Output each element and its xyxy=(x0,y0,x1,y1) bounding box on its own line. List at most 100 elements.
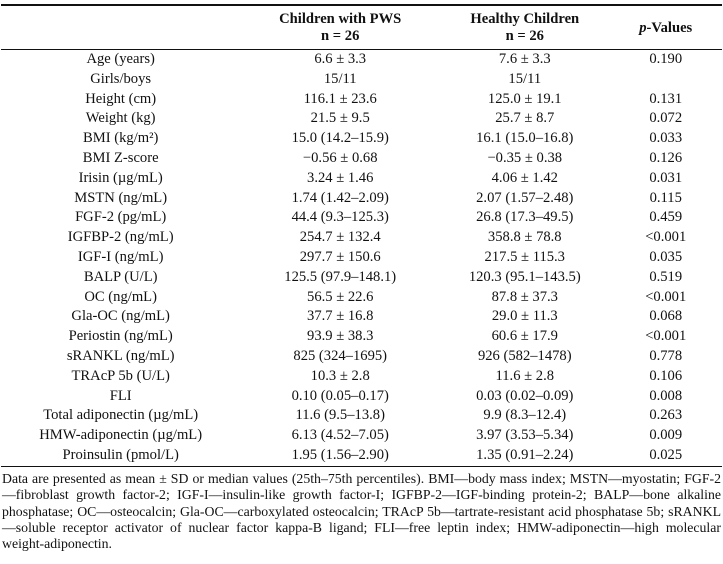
pws-value: 825 (324–1695) xyxy=(293,347,388,364)
header-row: Children with PWS n = 26 Healthy Childre… xyxy=(1,5,722,50)
pws-value: 10.3 ± 2.8 xyxy=(310,367,370,384)
table-row: Periostin (ng/mL) 93.9 ± 38.3 60.6 ± 17.… xyxy=(1,327,722,347)
table-row: HMW-adiponectin (µg/mL) 6.13 (4.52–7.05)… xyxy=(1,426,722,446)
healthy-value: 120.3 (95.1–143.5) xyxy=(468,268,581,285)
table-row: Gla-OC (ng/mL) 37.7 ± 16.8 29.0 ± 11.3 0… xyxy=(1,307,722,327)
pws-value: 6.6 ± 3.3 xyxy=(314,51,367,67)
row-label: OC (ng/mL) xyxy=(84,288,157,305)
healthy-value: 7.6 ± 3.3 xyxy=(498,51,551,67)
table-row: MSTN (ng/mL) 1.74 (1.42–2.09) 2.07 (1.57… xyxy=(1,189,722,209)
table-row: TRAcP 5b (U/L) 10.3 ± 2.8 11.6 ± 2.8 0.1… xyxy=(1,367,722,387)
pws-value: 11.6 (9.5–13.8) xyxy=(295,407,385,424)
header-healthy-title: Healthy Children xyxy=(470,11,580,27)
p-value: 0.459 xyxy=(649,209,683,226)
pws-value: 93.9 ± 38.3 xyxy=(307,328,374,345)
pws-value: 15.0 (14.2–15.9) xyxy=(291,130,389,147)
header-healthy-n: n = 26 xyxy=(505,28,544,44)
pws-value: 44.4 (9.3–125.3) xyxy=(291,209,389,226)
p-value: 0.033 xyxy=(649,130,683,147)
pws-value: 6.13 (4.52–7.05) xyxy=(291,427,389,444)
p-value: 0.008 xyxy=(649,387,683,404)
p-value: 0.009 xyxy=(649,427,683,444)
table-row: Proinsulin (pmol/L) 1.95 (1.56–2.90) 1.3… xyxy=(1,446,722,466)
header-parameter xyxy=(1,5,241,50)
row-label: Age (years) xyxy=(86,51,155,67)
healthy-value: 25.7 ± 8.7 xyxy=(495,110,555,127)
row-label: FGF-2 (pg/mL) xyxy=(75,209,167,226)
healthy-value: 60.6 ± 17.9 xyxy=(491,328,558,345)
row-label: Girls/boys xyxy=(90,70,152,87)
header-children-with-pws: Children with PWS n = 26 xyxy=(240,5,441,50)
pws-value: 37.7 ± 16.8 xyxy=(307,308,374,325)
pws-value: 56.5 ± 22.6 xyxy=(307,288,374,305)
row-label: sRANKL (ng/mL) xyxy=(66,347,175,364)
table-row: BMI (kg/m²) 15.0 (14.2–15.9) 16.1 (15.0–… xyxy=(1,129,722,149)
healthy-value: 29.0 ± 11.3 xyxy=(491,308,558,325)
p-value: 0.025 xyxy=(649,446,683,463)
pws-value: 116.1 ± 23.6 xyxy=(303,90,377,107)
row-label: Gla-OC (ng/mL) xyxy=(71,308,170,325)
table-header: Children with PWS n = 26 Healthy Childre… xyxy=(1,5,722,50)
healthy-value: 358.8 ± 78.8 xyxy=(487,229,562,246)
healthy-value: 217.5 ± 115.3 xyxy=(484,248,565,265)
p-value: 0.263 xyxy=(649,407,683,424)
healthy-value: 3.97 (3.53–5.34) xyxy=(476,427,574,444)
row-label: TRAcP 5b (U/L) xyxy=(71,367,170,384)
table-body: Age (years) 6.6 ± 3.3 7.6 ± 3.3 0.190 Gi… xyxy=(1,50,722,467)
pws-value: 254.7 ± 132.4 xyxy=(299,229,381,246)
row-label: Weight (kg) xyxy=(85,110,156,127)
row-label: Proinsulin (pmol/L) xyxy=(62,446,179,463)
table-footnote: Data are presented as mean ± SD or media… xyxy=(2,470,721,552)
p-value: 0.115 xyxy=(649,189,682,206)
header-healthy-children: Healthy Children n = 26 xyxy=(440,5,610,50)
p-value: 0.190 xyxy=(649,51,683,67)
table-row: Girls/boys 15/11 15/11 xyxy=(1,70,722,90)
p-value: <0.001 xyxy=(645,288,687,305)
p-value: 0.072 xyxy=(649,110,683,127)
results-table: Children with PWS n = 26 Healthy Childre… xyxy=(1,4,722,467)
p-value: 0.778 xyxy=(649,347,683,364)
header-p-values: p-Values xyxy=(609,5,722,50)
healthy-value: 9.9 (8.3–12.4) xyxy=(483,407,567,424)
table-row: IGF-I (ng/mL) 297.7 ± 150.6 217.5 ± 115.… xyxy=(1,248,722,268)
row-label: Irisin (µg/mL) xyxy=(78,169,163,186)
p-value: <0.001 xyxy=(645,328,687,345)
row-label: BMI (kg/m²) xyxy=(83,130,159,147)
table-row: IGFBP-2 (ng/mL) 254.7 ± 132.4 358.8 ± 78… xyxy=(1,228,722,248)
pws-value: 1.74 (1.42–2.09) xyxy=(291,189,389,206)
pws-value: 21.5 ± 9.5 xyxy=(310,110,370,127)
row-label: BMI Z-score xyxy=(82,149,159,166)
healthy-value: 16.1 (15.0–16.8) xyxy=(476,130,574,147)
row-label: HMW-adiponectin (µg/mL) xyxy=(39,427,203,444)
pws-value: 1.95 (1.56–2.90) xyxy=(291,446,389,463)
table-row: sRANKL (ng/mL) 825 (324–1695) 926 (582–1… xyxy=(1,347,722,367)
pws-value: 125.5 (97.9–148.1) xyxy=(284,268,397,285)
p-italic-label: p xyxy=(639,19,647,36)
table-row: Height (cm) 116.1 ± 23.6 125.0 ± 19.1 0.… xyxy=(1,90,722,110)
table-row: FGF-2 (pg/mL) 44.4 (9.3–125.3) 26.8 (17.… xyxy=(1,208,722,228)
p-value xyxy=(609,70,722,90)
p-value: 0.106 xyxy=(649,367,683,384)
healthy-value: 1.35 (0.91–2.24) xyxy=(476,446,574,463)
healthy-value: 0.03 (0.02–0.09) xyxy=(476,387,574,404)
p-value: 0.035 xyxy=(649,248,683,265)
pws-value: 0.10 (0.05–0.17) xyxy=(291,387,389,404)
table-row: Total adiponectin (µg/mL) 11.6 (9.5–13.8… xyxy=(1,406,722,426)
healthy-value: 11.6 ± 2.8 xyxy=(495,367,555,384)
pws-value: 15/11 xyxy=(323,70,357,87)
pws-value: 297.7 ± 150.6 xyxy=(299,248,381,265)
header-pws-n: n = 26 xyxy=(321,28,360,44)
table-row: BALP (U/L) 125.5 (97.9–148.1) 120.3 (95.… xyxy=(1,268,722,288)
row-label: Total adiponectin (µg/mL) xyxy=(43,407,199,424)
healthy-value: 125.0 ± 19.1 xyxy=(487,90,562,107)
row-label: IGF-I (ng/mL) xyxy=(77,248,164,265)
p-value: <0.001 xyxy=(645,229,687,246)
pws-value: −0.56 ± 0.68 xyxy=(302,149,378,166)
healthy-value: 26.8 (17.3–49.5) xyxy=(476,209,574,226)
row-label: FLI xyxy=(109,387,132,404)
table-row: OC (ng/mL) 56.5 ± 22.6 87.8 ± 37.3 <0.00… xyxy=(1,288,722,308)
row-label: IGFBP-2 (ng/mL) xyxy=(67,229,174,246)
p-value: 0.031 xyxy=(649,169,683,186)
row-label: MSTN (ng/mL) xyxy=(74,189,168,206)
